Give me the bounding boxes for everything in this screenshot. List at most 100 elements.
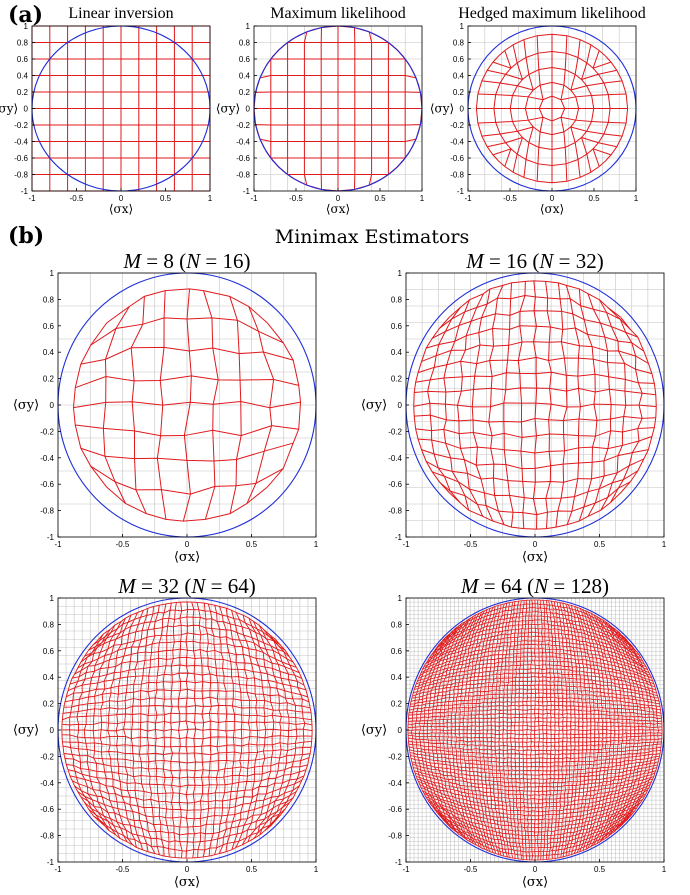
x-tick-label: -1 (402, 540, 410, 549)
estimator-grid-line (542, 600, 548, 860)
estimator-grid-line (408, 720, 662, 725)
estimator-grid-line (551, 601, 560, 859)
y-tick-label: -1 (21, 187, 29, 196)
y-tick-label: -0.2 (236, 121, 250, 130)
x-tick-label: 1 (208, 194, 213, 203)
y-tick-label: 0.4 (239, 72, 251, 81)
x-tick-label: -1 (464, 194, 472, 203)
y-tick-label: 0.8 (43, 295, 55, 304)
estimator-grid-line (218, 606, 235, 854)
title-m-var: M (465, 249, 485, 273)
y-tick-label: -0.8 (40, 832, 54, 841)
estimator-grid-line (444, 599, 626, 639)
estimator-grid-line (605, 55, 629, 162)
chart-title: M = 16 (N = 32) (465, 249, 603, 273)
estimator-grid-line (426, 325, 645, 352)
estimator-grid-line (587, 611, 612, 849)
estimator-grid-line (191, 601, 197, 858)
estimator-grid-line (545, 281, 552, 529)
estimator-grid-line (203, 290, 219, 520)
y-tick-label: 0.2 (239, 88, 251, 97)
y-tick-label: -0.2 (40, 427, 54, 436)
title-n-var: N (533, 574, 549, 598)
estimator-grid (72, 288, 302, 522)
estimator-grid-line (380, 37, 389, 180)
x-tick-label: -1 (54, 865, 62, 874)
x-tick-label: -0.5 (70, 194, 84, 203)
estimator-grid-line (605, 621, 636, 839)
estimator-grid-line (196, 602, 205, 858)
y-tick-label: -0.8 (388, 832, 402, 841)
estimator-grid-line (225, 608, 243, 852)
estimator-grid-line (431, 310, 638, 339)
y-tick-label: 0.4 (43, 348, 55, 357)
y-tick-label: -0.8 (40, 507, 54, 516)
y-tick-label: -0.4 (14, 138, 28, 147)
y-tick-label: 0 (398, 401, 403, 410)
x-axis-label: ⟨σx⟩ (540, 202, 564, 216)
title-n-value: = 16) (200, 249, 250, 273)
y-tick-label: -1 (243, 187, 251, 196)
y-tick-label: -0.6 (388, 480, 402, 489)
estimator-grid-line (587, 293, 612, 517)
estimator-grid-line (553, 601, 564, 859)
estimator-grid-line (368, 31, 373, 186)
estimator-grid-line (612, 627, 647, 833)
estimator-grid-line (411, 684, 659, 699)
estimator-grid (407, 599, 663, 861)
y-tick-label: 0 (246, 105, 251, 114)
title-n-var: N (185, 249, 201, 273)
estimator-grid-line (448, 280, 622, 318)
estimator-grid-line (268, 633, 306, 827)
estimator-grid-line (430, 623, 640, 656)
estimator-grid-line (67, 672, 307, 692)
estimator-grid-line (73, 400, 301, 409)
y-tick-label: -0.2 (450, 121, 464, 130)
estimator-grid-line (579, 608, 600, 852)
estimator-grid-line (419, 652, 651, 677)
chart-minimax-m64: -1 -0.5 0 0.5 1 -1 -0.8 -0.6 -0.4 -0.2 0 0.2 0.4 0.6 0… (361, 574, 667, 890)
estimator-grid-line (62, 712, 312, 721)
title-m-var: M (123, 249, 143, 273)
chart-minimax-m32: -1 -0.5 0 0.5 1 -1 -0.8 -0.6 -0.4 -0.2 0 0.2 0.4 0.6 0… (13, 574, 319, 890)
estimator-grid-line (409, 704, 662, 714)
estimator-grid-line (498, 33, 606, 57)
y-tick-label: 0.8 (391, 295, 403, 304)
x-tick-label: -0.5 (116, 865, 130, 874)
x-tick-label: 0 (336, 194, 341, 203)
estimator-grid-line (415, 371, 655, 384)
y-tick-label: -1 (47, 858, 55, 867)
y-tick-label: 0.6 (453, 55, 465, 64)
y-tick-label: 0.6 (43, 647, 55, 656)
estimator-grid-line (412, 680, 658, 697)
chart-title: Linear inversion (68, 5, 173, 22)
title-m-var: M (117, 574, 137, 598)
estimator-grid-line (437, 611, 633, 647)
estimator-grid-line (90, 317, 284, 346)
estimator-grid-line (548, 600, 556, 860)
y-tick-label: 1 (246, 22, 251, 31)
y-tick-label: 0.8 (453, 39, 465, 48)
y-tick-label: -0.8 (388, 507, 402, 516)
estimator-grid-line (207, 603, 219, 857)
y-tick-label: 1 (50, 269, 55, 278)
title-m-var: M (460, 574, 480, 598)
estimator-grid-line (428, 627, 642, 659)
x-tick-label: 0.5 (374, 194, 386, 203)
y-tick-label: 0.6 (17, 55, 29, 64)
estimator-grid-line (263, 629, 298, 831)
title-m-value: = 32 ( (136, 574, 192, 598)
estimator-grid-line (580, 44, 595, 173)
estimator-grid-line (487, 67, 617, 81)
estimator-grid-line (69, 664, 305, 686)
x-tick-label: 0 (185, 865, 190, 874)
estimator-grid-line (410, 688, 659, 702)
estimator-grid-line (423, 640, 647, 667)
estimator-grid-line (77, 640, 297, 669)
y-tick-label: -1 (395, 858, 403, 867)
estimator-grid-line (93, 609, 281, 646)
y-tick-label: 0.8 (17, 39, 29, 48)
y-tick-label: 0.2 (391, 375, 403, 384)
x-tick-label: -0.5 (503, 194, 517, 203)
panel-a-label: (a) (8, 2, 43, 28)
